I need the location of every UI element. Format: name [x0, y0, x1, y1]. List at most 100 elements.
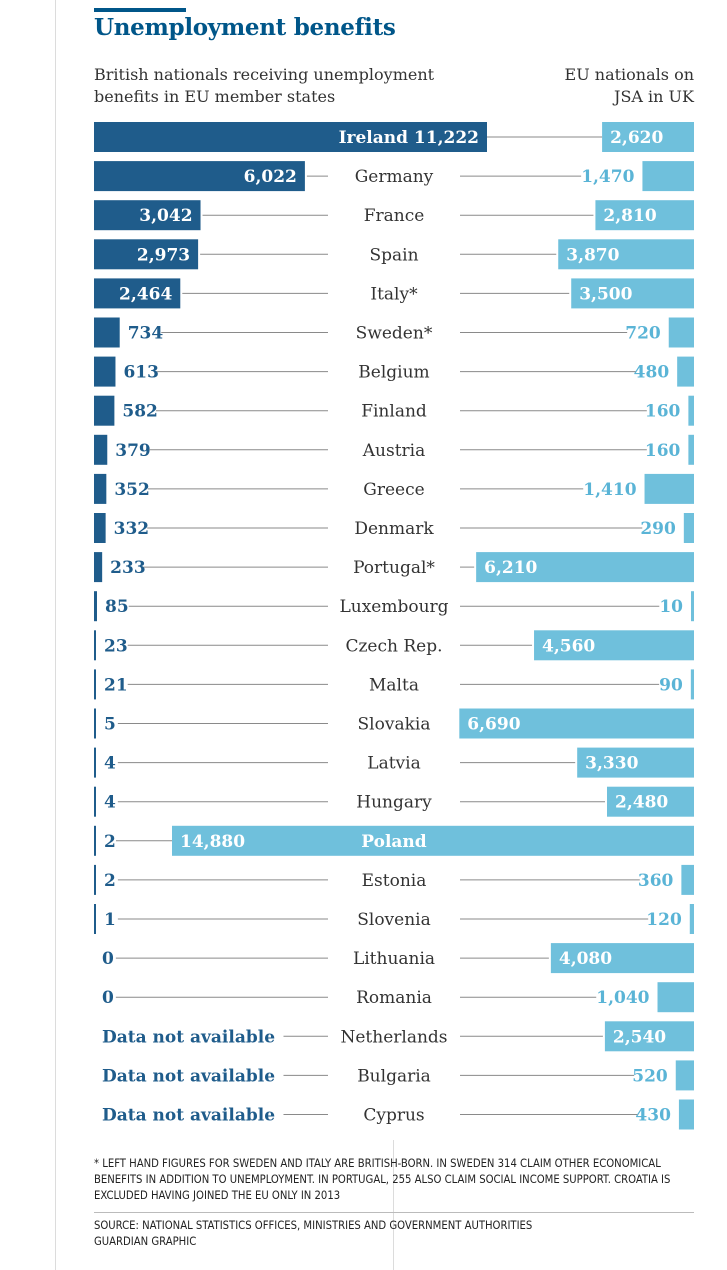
- right-bar-cyprus: [678, 1099, 694, 1130]
- right-bar-luxembourg: [691, 591, 694, 622]
- right-bar-hungary: [607, 786, 694, 817]
- left-value-netherlands: Data not available: [102, 1027, 275, 1047]
- left-value-greece: 352: [114, 480, 149, 500]
- left-value-estonia: 2: [104, 871, 116, 891]
- right-value-slovakia: 6,690: [467, 715, 520, 735]
- left-value-france: 3,042: [139, 206, 192, 226]
- source-divider: [94, 1212, 694, 1213]
- left-bar-hungary: [94, 786, 96, 817]
- right-bar-netherlands: [604, 1021, 694, 1052]
- country-label-sweden: Sweden*: [356, 324, 433, 344]
- butterfly-bar-chart: Ireland 11,222 2,620 6,022 1,470 Germany 3,04…: [94, 122, 694, 1130]
- left-bar-italy: [94, 278, 181, 309]
- left-bar-malta: [94, 669, 96, 700]
- left-bar-portugal: [94, 552, 103, 583]
- left-value-italy: 2,464: [119, 284, 172, 304]
- right-value-cyprus: 430: [635, 1106, 671, 1126]
- right-value-czech-rep: 4,560: [542, 636, 595, 656]
- right-value-spain: 3,870: [566, 245, 619, 265]
- right-value-bulgaria: 520: [632, 1066, 668, 1086]
- left-value-cyprus: Data not available: [102, 1106, 275, 1126]
- right-value-greece: 1,410: [583, 480, 636, 500]
- right-bar-bulgaria: [675, 1060, 694, 1091]
- right-bar-sweden: [668, 317, 694, 348]
- left-value-romania: 0: [102, 988, 114, 1008]
- credit-line: Guardian graphic: [94, 1235, 197, 1248]
- right-bar-slovakia: [459, 708, 694, 739]
- right-series-subtitle: EU nationals on JSA in UK: [564, 65, 694, 106]
- right-bar-france: [595, 200, 694, 231]
- right-bar-estonia: [681, 864, 694, 895]
- right-bar-belgium: [677, 356, 694, 387]
- right-bar-finland: [688, 395, 694, 426]
- left-bar-estonia: [94, 864, 96, 895]
- left-bar-france: [94, 200, 201, 231]
- left-bar-belgium: [94, 356, 116, 387]
- country-label-denmark: Denmark: [354, 519, 434, 539]
- country-label-slovenia: Slovenia: [357, 910, 431, 930]
- right-value-ireland: 2,620: [610, 128, 663, 148]
- right-bar-malta: [690, 669, 694, 700]
- source-block: Source: National statistics offices, min…: [94, 1218, 704, 1250]
- country-label-spain: Spain: [369, 245, 418, 265]
- left-bar-austria: [94, 434, 108, 465]
- right-bar-romania: [657, 982, 694, 1013]
- left-value-austria: 379: [115, 441, 151, 461]
- left-value-czech-rep: 23: [104, 636, 128, 656]
- left-series-subtitle: British nationals receiving unemployment…: [94, 65, 435, 106]
- right-value-sweden: 720: [625, 324, 661, 344]
- right-value-luxembourg: 10: [659, 597, 683, 617]
- country-label-greece: Greece: [363, 480, 424, 500]
- country-label-bulgaria: Bulgaria: [357, 1066, 431, 1086]
- right-bar-italy: [571, 278, 694, 309]
- country-label-czech-rep: Czech Rep.: [345, 636, 442, 656]
- right-bar-spain: [558, 239, 694, 270]
- right-bar-slovenia: [689, 904, 694, 934]
- right-value-denmark: 290: [640, 519, 676, 539]
- right-value-portugal: 6,210: [484, 558, 537, 578]
- country-label-netherlands: Netherlands: [340, 1027, 447, 1047]
- left-value-slovenia: 1: [104, 910, 116, 930]
- left-value-sweden: 734: [128, 324, 164, 344]
- left-bar-poland: [94, 825, 96, 856]
- left-bar-czech-rep: [94, 630, 96, 661]
- country-label-malta: Malta: [369, 675, 419, 695]
- left-value-latvia: 4: [104, 754, 116, 774]
- left-bar-latvia: [94, 747, 96, 778]
- country-label-cyprus: Cyprus: [363, 1106, 424, 1126]
- left-bar-spain: [94, 239, 199, 270]
- country-label-poland: Poland: [361, 832, 426, 852]
- country-label-estonia: Estonia: [362, 871, 427, 891]
- right-bar-germany: [642, 161, 694, 192]
- right-bar-ireland: [602, 122, 694, 152]
- left-bar-slovenia: [94, 904, 96, 934]
- right-value-france: 2,810: [603, 206, 656, 226]
- right-bar-czech-rep: [534, 630, 694, 661]
- right-value-germany: 1,470: [581, 167, 634, 187]
- right-bar-portugal: [476, 552, 694, 583]
- left-value-slovakia: 5: [104, 715, 116, 735]
- right-value-latvia: 3,330: [585, 754, 638, 774]
- right-value-italy: 3,500: [579, 284, 632, 304]
- right-bar-austria: [688, 434, 694, 465]
- country-label-italy: Italy*: [370, 284, 418, 304]
- right-value-austria: 160: [645, 441, 681, 461]
- left-bar-finland: [94, 395, 115, 426]
- country-label-finland: Finland: [361, 402, 427, 422]
- right-value-belgium: 480: [634, 363, 670, 383]
- left-value-finland: 582: [122, 402, 158, 422]
- left-bar-slovakia: [94, 708, 96, 739]
- right-value-finland: 160: [645, 402, 681, 422]
- right-value-malta: 90: [659, 675, 683, 695]
- right-bar-lithuania: [550, 943, 694, 974]
- title-accent-bar: [94, 8, 186, 12]
- country-label-luxembourg: Luxembourg: [339, 597, 448, 617]
- right-bar-greece: [644, 473, 694, 504]
- right-value-lithuania: 4,080: [559, 949, 612, 969]
- left-value-hungary: 4: [104, 793, 116, 813]
- left-value-bulgaria: Data not available: [102, 1066, 275, 1086]
- country-label-germany: Germany: [355, 167, 434, 187]
- left-value-luxembourg: 85: [105, 597, 129, 617]
- left-value-portugal: 233: [110, 558, 146, 578]
- left-value-malta: 21: [104, 675, 128, 695]
